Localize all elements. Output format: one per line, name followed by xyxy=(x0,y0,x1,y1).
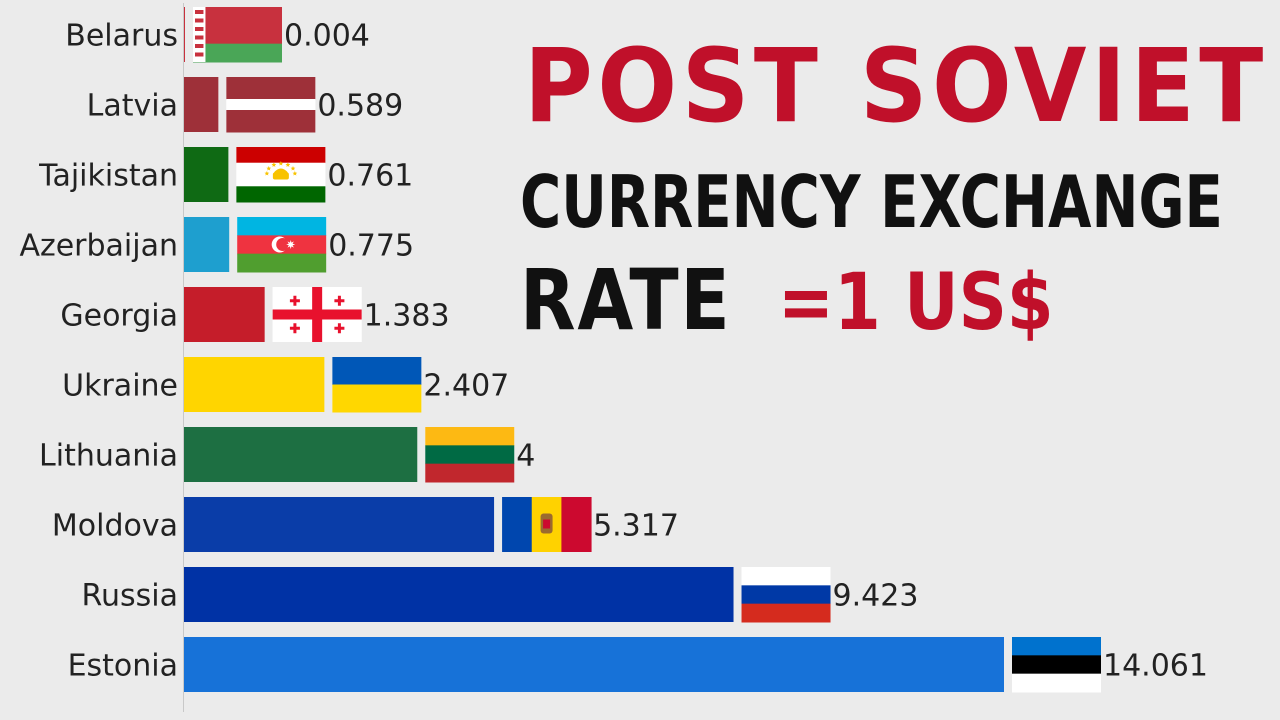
bar-ukraine xyxy=(184,357,325,412)
value-label-russia: 9.423 xyxy=(833,579,919,614)
category-label-russia: Russia xyxy=(82,579,179,614)
bar-latvia xyxy=(184,77,219,132)
category-label-belarus: Belarus xyxy=(65,19,178,54)
title-line-currency-exchange: CURRENCY EXCHANGE xyxy=(520,160,1223,244)
title-rate-text: RATE xyxy=(520,251,732,349)
title-line-rate: RATE =1 US$ xyxy=(520,258,1156,342)
bar-belarus xyxy=(184,7,185,62)
category-label-moldova: Moldova xyxy=(52,509,178,544)
bar-tajikistan xyxy=(184,147,229,202)
bar-georgia xyxy=(184,287,265,342)
value-label-estonia: 14.061 xyxy=(1103,649,1208,684)
title-line-post-soviet: POST SOVIET xyxy=(524,27,1268,146)
moldova-flag-icon xyxy=(502,497,592,552)
category-label-azerbaijan: Azerbaijan xyxy=(19,229,178,264)
category-label-estonia: Estonia xyxy=(68,649,178,684)
category-label-ukraine: Ukraine xyxy=(62,369,178,404)
latvia-flag-icon xyxy=(226,77,316,133)
value-label-georgia: 1.383 xyxy=(364,299,450,334)
bar-moldova xyxy=(184,497,495,552)
bar-azerbaijan xyxy=(184,217,230,272)
value-label-ukraine: 2.407 xyxy=(423,369,509,404)
category-label-latvia: Latvia xyxy=(87,89,178,124)
azerbaijan-flag-icon xyxy=(237,217,327,273)
georgia-flag-icon xyxy=(272,287,362,342)
category-label-tajikistan: Tajikistan xyxy=(38,159,178,194)
tajikistan-flag-icon xyxy=(236,147,326,203)
bar-lithuania xyxy=(184,427,418,482)
russia-flag-icon xyxy=(741,567,831,623)
bar-russia xyxy=(184,567,734,622)
ukraine-flag-icon xyxy=(332,357,422,413)
belarus-flag-icon xyxy=(193,7,282,63)
value-label-belarus: 0.004 xyxy=(284,19,370,54)
category-label-georgia: Georgia xyxy=(60,299,178,334)
estonia-flag-icon xyxy=(1012,637,1101,693)
bar-estonia xyxy=(184,637,1004,692)
value-label-moldova: 5.317 xyxy=(593,509,679,544)
category-label-lithuania: Lithuania xyxy=(39,439,178,474)
title-usd-text: =1 US$ xyxy=(777,258,1054,348)
value-label-lithuania: 4 xyxy=(516,439,535,474)
value-label-tajikistan: 0.761 xyxy=(327,159,413,194)
lithuania-flag-icon xyxy=(425,427,515,483)
value-label-azerbaijan: 0.775 xyxy=(328,229,414,264)
chart-title: POST SOVIET CURRENCY EXCHANGE RATE =1 US$ xyxy=(520,27,1268,343)
value-label-latvia: 0.589 xyxy=(317,89,403,124)
